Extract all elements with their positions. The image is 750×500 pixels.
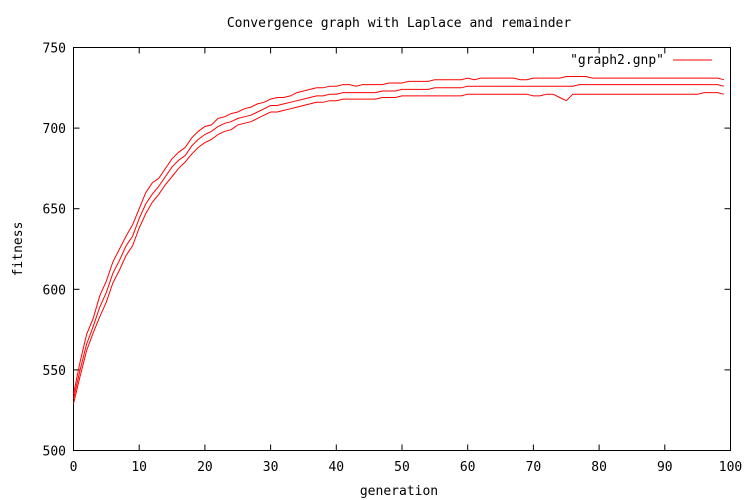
chart-title: Convergence graph with Laplace and remai… [227, 16, 572, 31]
x-tick-label: 30 [263, 460, 279, 475]
series-line-mean [73, 84, 725, 400]
y-tick-label: 500 [43, 445, 66, 460]
series-line-lower [73, 92, 725, 404]
y-tick-label: 600 [43, 283, 66, 298]
x-tick-label: 40 [328, 460, 344, 475]
legend-label: "graph2.gnp" [570, 53, 664, 68]
x-tick-label: 80 [591, 460, 607, 475]
x-tick-label: 90 [657, 460, 673, 475]
y-tick-label: 550 [43, 364, 66, 379]
x-tick-label: 10 [131, 460, 147, 475]
series-line-upper [73, 76, 725, 395]
legend: "graph2.gnp" [570, 53, 712, 68]
x-tick-label: 20 [197, 460, 213, 475]
x-tick-label: 50 [394, 460, 410, 475]
y-tick-label: 700 [43, 122, 66, 137]
x-tick-label: 60 [460, 460, 476, 475]
plot-frame [73, 47, 731, 451]
x-axis-label: generation [360, 484, 438, 499]
y-axis-ticks: 500 550 600 650 700 750 [43, 42, 731, 460]
series-lines [73, 76, 725, 404]
y-axis-label: fitness [11, 222, 26, 277]
y-tick-label: 750 [43, 42, 66, 57]
y-tick-label: 650 [43, 203, 66, 218]
x-tick-label: 70 [526, 460, 542, 475]
x-tick-label: 0 [70, 460, 78, 475]
x-axis-ticks: 0 10 20 30 40 50 60 70 80 90 100 [70, 47, 742, 475]
x-tick-label: 100 [719, 460, 742, 475]
